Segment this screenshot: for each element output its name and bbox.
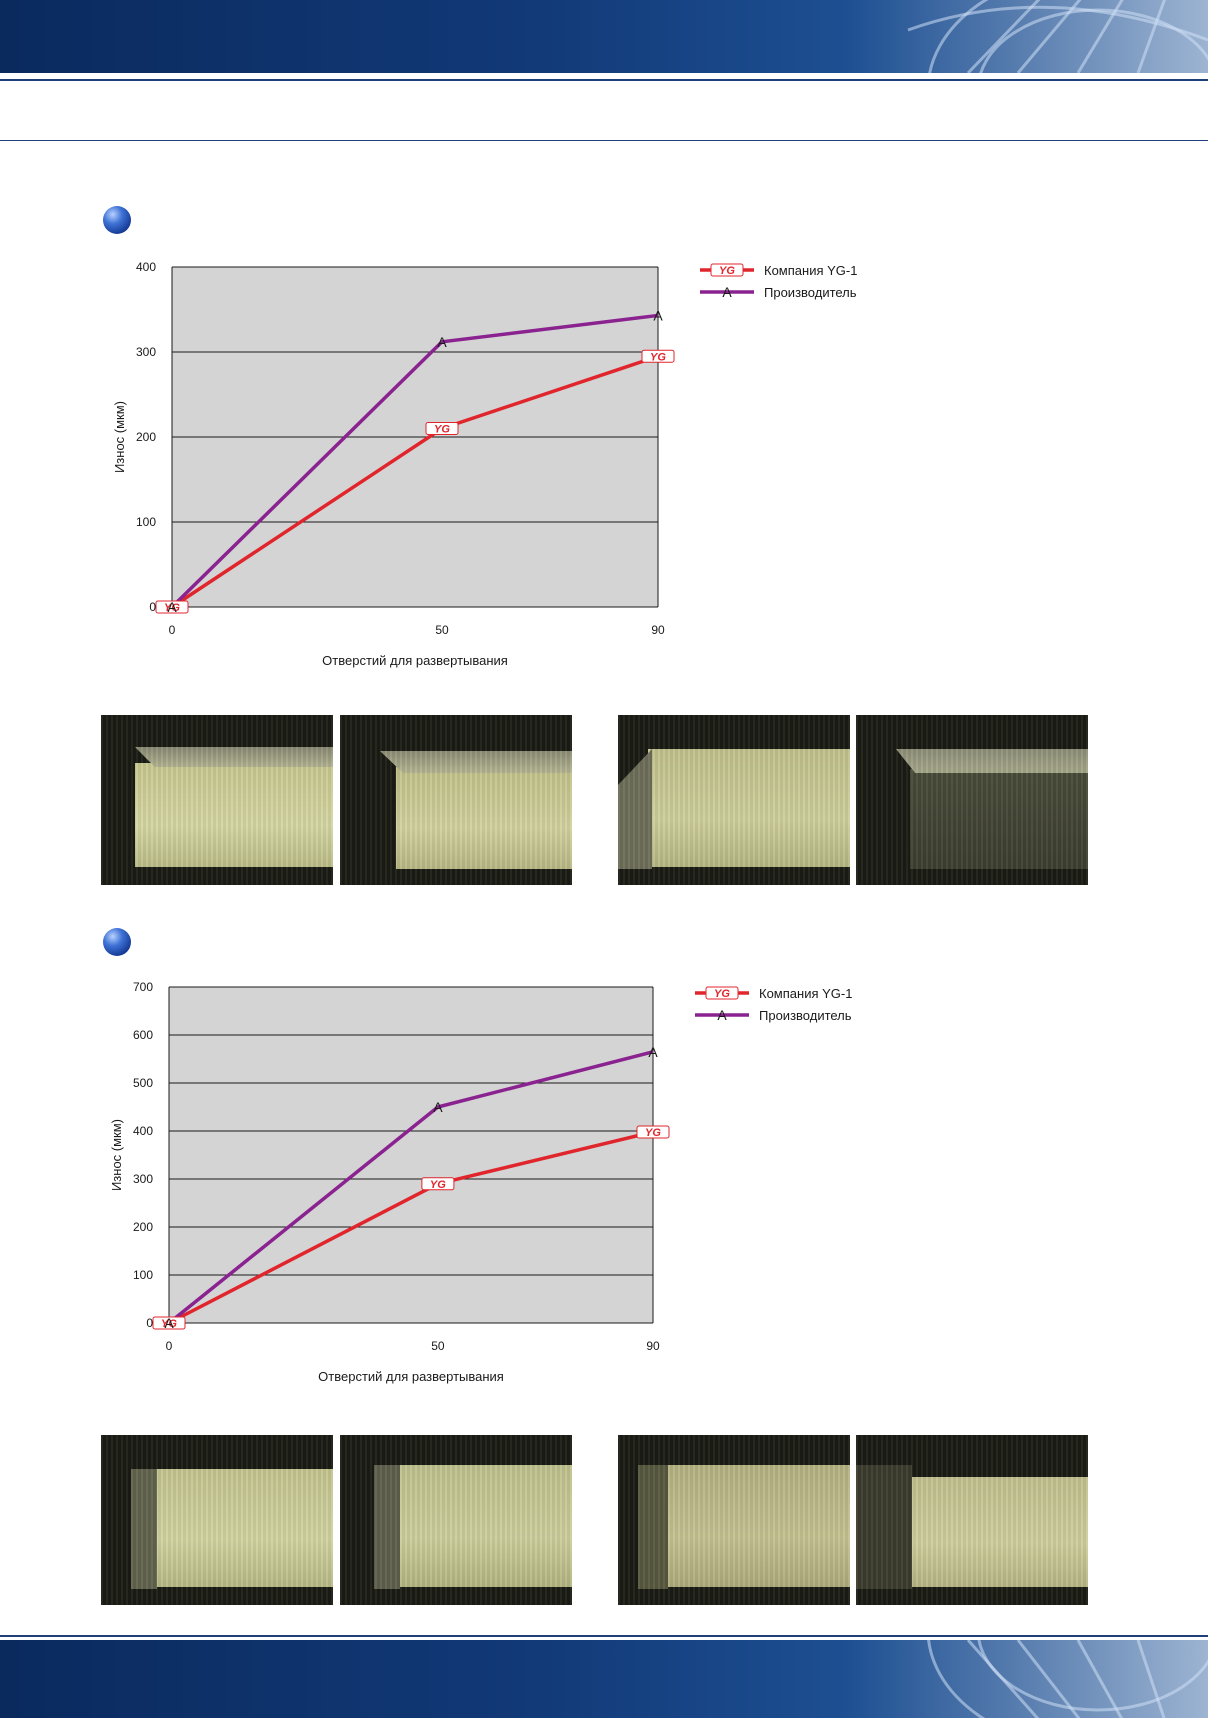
tool-photo-8 (856, 1435, 1088, 1605)
x-tick-label: 90 (646, 1339, 660, 1353)
globe-decoration-icon (927, 1640, 1208, 1718)
y-tick-label: 400 (136, 260, 156, 274)
data-point-marker: YG (155, 600, 189, 614)
y-tick-label: 0 (146, 1316, 153, 1330)
legend-label: Производитель (759, 1008, 852, 1023)
marker-label: YG (434, 424, 450, 436)
legend-marker: YG (705, 986, 739, 1000)
x-tick-label: 50 (431, 1339, 445, 1353)
data-point-marker: YG (425, 422, 459, 436)
legend-marker: YG (710, 263, 744, 277)
series-line-1 (167, 1050, 654, 1325)
data-point-marker: YG (636, 1125, 670, 1139)
tool-photo-4 (856, 715, 1088, 885)
x-tick-label: 0 (169, 623, 176, 637)
legend-marker: A (717, 1007, 727, 1023)
data-point-marker: A (433, 1099, 443, 1115)
globe-decoration-icon (907, 0, 1208, 73)
x-tick-label: 0 (166, 1339, 173, 1353)
y-tick-label: 600 (133, 1028, 153, 1042)
data-point-marker: YG (421, 1177, 455, 1191)
y-tick-label: 400 (133, 1124, 153, 1138)
header-rule-bottom (0, 140, 1208, 141)
tool-photo-5 (101, 1435, 333, 1605)
y-tick-label: 0 (149, 600, 156, 614)
legend-label: Компания YG-1 (759, 986, 852, 1001)
data-point-marker: A (167, 599, 177, 615)
marker-label: YG (164, 602, 180, 614)
marker-label: YG (430, 1179, 446, 1191)
data-point-marker: YG (152, 1316, 186, 1330)
section-1-bullet-icon (103, 206, 131, 234)
legend-label: Производитель (764, 285, 857, 300)
tool-photo-3 (618, 715, 850, 885)
x-tick-label: 50 (435, 623, 449, 637)
data-point-marker: YG (641, 349, 675, 363)
data-point-marker: A (653, 307, 663, 323)
y-tick-label: 500 (133, 1076, 153, 1090)
marker-label: YG (719, 265, 735, 277)
data-point-marker: A (648, 1044, 658, 1060)
tool-photo-6 (340, 1435, 572, 1605)
legend-marker: A (722, 284, 732, 300)
section-2-bullet-icon (103, 928, 131, 956)
y-axis-title: Износ (мкм) (109, 1119, 124, 1191)
marker-label: YG (714, 988, 730, 1000)
marker-label: YG (161, 1318, 177, 1330)
tool-photo-2 (340, 715, 572, 885)
header-rule-top (0, 79, 1208, 81)
marker-label: YG (650, 351, 666, 363)
y-tick-label: 100 (133, 1268, 153, 1282)
series-line-1 (170, 313, 659, 609)
legend-label: Компания YG-1 (764, 263, 857, 278)
marker-label: YG (645, 1127, 661, 1139)
header-banner (0, 0, 1208, 73)
data-point-marker: A (164, 1315, 174, 1331)
footer-rule (0, 1635, 1208, 1637)
y-tick-label: 300 (133, 1172, 153, 1186)
y-tick-label: 700 (133, 980, 153, 994)
x-axis-title: Отверстий для развертывания (318, 1369, 504, 1384)
y-tick-label: 100 (136, 515, 156, 529)
footer-banner (0, 1640, 1208, 1718)
tool-photo-7 (618, 1435, 850, 1605)
tool-photo-1 (101, 715, 333, 885)
data-point-marker: A (437, 334, 447, 350)
x-axis-title: Отверстий для развертывания (322, 653, 508, 668)
y-axis-title: Износ (мкм) (112, 401, 127, 473)
y-tick-label: 300 (136, 345, 156, 359)
plot-area (169, 987, 653, 1323)
x-tick-label: 90 (651, 623, 665, 637)
y-tick-label: 200 (133, 1220, 153, 1234)
y-tick-label: 200 (136, 430, 156, 444)
